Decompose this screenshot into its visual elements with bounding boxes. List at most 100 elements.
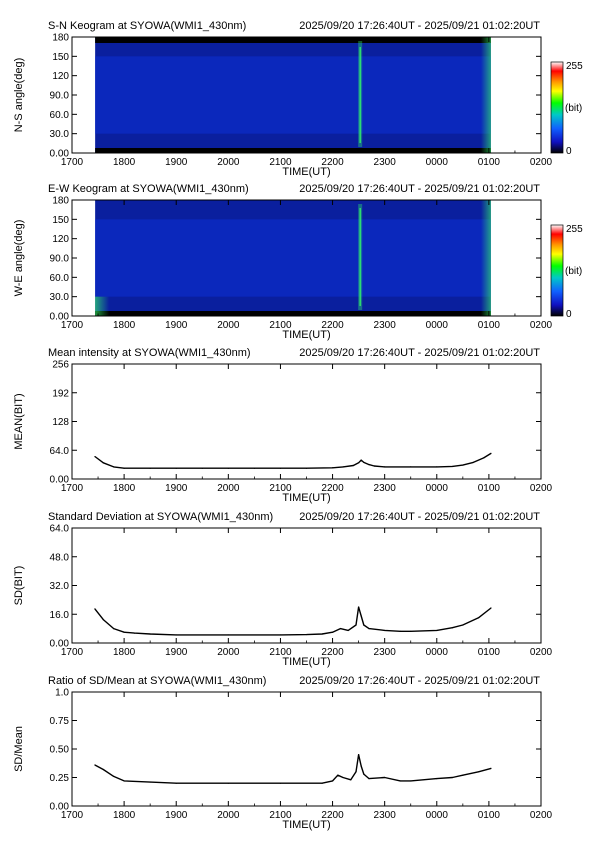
x-axis-label: TIME(UT): [282, 166, 330, 178]
data-point: [331, 780, 334, 782]
x-tick-label: 2300: [374, 320, 397, 331]
y-tick-label: 1.0: [55, 688, 69, 699]
data-point: [133, 632, 136, 634]
x-tick-label: 2000: [217, 647, 240, 658]
x-tick-label: 0200: [530, 647, 553, 658]
data-point: [368, 628, 370, 630]
y-tick-label: 150: [52, 52, 69, 63]
data-point: [123, 467, 125, 469]
x-tick-label: 2300: [374, 647, 397, 658]
data-point: [451, 627, 454, 629]
y-tick-label: 0.00: [50, 639, 70, 650]
panel-title: S-N Keogram at SYOWA(WMI1_430nm): [48, 20, 246, 32]
keogram-bottom-edge: [95, 311, 491, 316]
x-tick-label: 0000: [426, 157, 449, 168]
data-point: [337, 774, 339, 776]
data-point: [477, 771, 480, 773]
y-tick-label: 90.0: [50, 254, 70, 265]
data-point: [384, 629, 386, 632]
data-point: [227, 634, 229, 636]
colorbar-gradient: [550, 224, 564, 317]
x-tick-label: 2200: [321, 157, 344, 168]
data-point: [331, 467, 334, 469]
y-tick-label: 32.0: [50, 581, 70, 592]
y-axis-label: SD/Mean: [13, 726, 25, 772]
y-tick-label: 0.00: [50, 149, 70, 160]
panel-period: 2025/09/20 17:26:40UT - 2025/09/21 01:02…: [299, 347, 540, 359]
data-point: [305, 633, 308, 636]
data-point: [399, 780, 401, 782]
keogram-bottom-edge: [95, 148, 491, 153]
data-point: [436, 629, 438, 632]
x-tick-label: 2100: [269, 483, 292, 494]
data-point: [399, 630, 401, 632]
data-point: [94, 608, 96, 610]
x-tick-label: 0200: [530, 157, 553, 168]
x-tick-label: 2200: [321, 647, 344, 658]
y-tick-label: 64.0: [50, 524, 70, 535]
data-point: [472, 461, 474, 463]
data-point: [410, 630, 412, 632]
data-point: [113, 628, 115, 630]
panel-period: 2025/09/20 17:26:40UT - 2025/09/21 01:02…: [299, 183, 540, 195]
panel-4: Standard Deviation at SYOWA(WMI1_430nm) 2…: [13, 511, 553, 668]
plot-frame: [71, 527, 542, 644]
x-tick-label: 2300: [374, 483, 397, 494]
data-point: [279, 782, 282, 784]
keogram-image: [95, 37, 491, 153]
colorbar: 255 (bit) 0: [550, 224, 583, 320]
colorbar-min-label: 0: [566, 309, 572, 320]
data-point: [477, 617, 480, 619]
data-point: [363, 773, 365, 775]
data-point: [368, 464, 370, 466]
data-point: [253, 467, 255, 469]
keogram-top-edge: [95, 37, 491, 43]
data-point: [175, 467, 177, 469]
colorbar-max-label: 255: [566, 224, 583, 235]
x-tick-label: 1700: [61, 320, 84, 331]
data-point: [350, 779, 352, 781]
colorbar: 255 (bit) 0: [550, 61, 583, 157]
x-tick-label: 2300: [374, 157, 397, 168]
data-point: [227, 782, 229, 784]
panel-title: Ratio of SD/Mean at SYOWA(WMI1_430nm): [48, 675, 266, 687]
data-point: [490, 767, 492, 769]
colorbar-unit-label: (bit): [565, 103, 582, 114]
x-axis-label: TIME(UT): [282, 492, 330, 504]
data-point: [358, 754, 360, 756]
y-tick-label: 0.75: [50, 716, 70, 727]
panel-5: Ratio of SD/Mean at SYOWA(WMI1_430nm) 202…: [13, 675, 553, 831]
x-tick-label: 0100: [478, 810, 501, 821]
panel-title: Standard Deviation at SYOWA(WMI1_430nm): [48, 511, 273, 523]
plot-frame: [71, 691, 542, 807]
panel-1: S-N Keogram at SYOWA(WMI1_430nm) 2025/09/…: [13, 20, 583, 178]
panel-2: E-W Keogram at SYOWA(WMI1_430nm) 2025/09/…: [13, 183, 583, 341]
y-tick-label: 120: [52, 234, 69, 245]
data-point: [483, 457, 485, 459]
x-tick-label: 1900: [165, 320, 188, 331]
colorbar-min-label: 0: [566, 146, 572, 157]
dusk-brightening: [95, 296, 110, 316]
x-tick-label: 0100: [478, 320, 501, 331]
y-tick-label: 180: [52, 33, 69, 44]
x-tick-label: 2200: [321, 483, 344, 494]
x-tick-label: 2000: [217, 810, 240, 821]
data-point: [347, 629, 349, 632]
data-point: [149, 467, 151, 469]
y-tick-label: 16.0: [50, 610, 70, 621]
data-point: [175, 634, 177, 636]
data-point: [321, 633, 323, 635]
y-tick-label: 64.0: [50, 446, 70, 457]
dawn-brightening: [480, 37, 491, 153]
data-point: [227, 467, 229, 469]
x-tick-label: 0200: [530, 320, 553, 331]
data-point: [451, 465, 454, 468]
data-point: [373, 465, 375, 467]
data-point: [352, 464, 354, 467]
data-point: [462, 774, 464, 776]
x-tick-label: 0200: [530, 483, 553, 494]
x-tick-label: 0200: [530, 810, 553, 821]
panel-period: 2025/09/20 17:26:40UT - 2025/09/21 01:02…: [299, 675, 540, 687]
data-point: [490, 607, 492, 609]
